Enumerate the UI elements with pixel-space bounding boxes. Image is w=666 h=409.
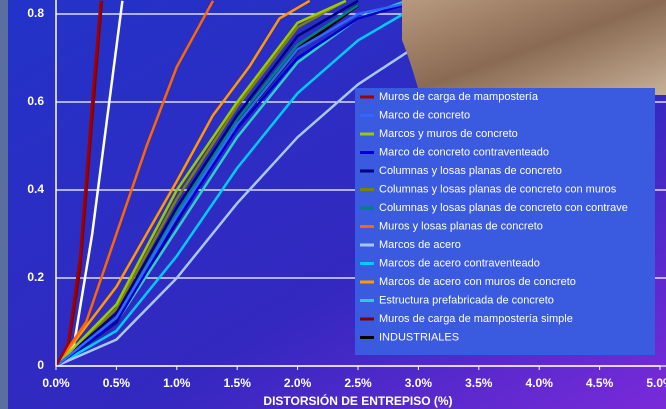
series-line	[55, 0, 311, 367]
x-axis-label: DISTORSIÓN DE ENTREPISO (%)	[263, 393, 452, 408]
legend-label: Marcos de acero contraventeado	[379, 257, 540, 269]
series-line	[55, 0, 347, 367]
plot	[54, 0, 480, 368]
y-tick-label: 0.4	[27, 182, 44, 196]
legend-label: Columnas y losas planas de concreto con …	[379, 183, 617, 195]
x-tick-label: 3.5%	[465, 376, 493, 390]
legend-box	[355, 88, 655, 355]
x-tick-label: 0.0%	[42, 376, 70, 390]
series-line	[54, 0, 215, 367]
legend-label: Muros y losas planas de concreto	[379, 220, 543, 232]
series-line	[55, 0, 419, 367]
x-tick-label: 2.5%	[344, 376, 372, 390]
series-line	[55, 0, 347, 367]
x-tick-label: 5.0%	[646, 376, 666, 390]
x-tick-label: 3.0%	[405, 376, 433, 390]
side-strip	[0, 0, 8, 409]
series-line	[55, 0, 359, 367]
legend-label: Muros de carga de mampostería simple	[379, 313, 573, 325]
legend: Muros de carga de mampostería Marco de co…	[360, 91, 628, 343]
legend-label: Marcos de acero con muros de concreto	[379, 276, 576, 288]
x-tick-label: 2.0%	[284, 376, 312, 390]
legend-label: Estructura prefabricada de concreto	[379, 294, 554, 306]
legend-label: Marco de concreto contraventeado	[379, 146, 549, 158]
series-line	[55, 4, 420, 368]
y-tick-label: 0.8	[27, 6, 44, 20]
ticks: 0 0.2 0.4 0.6 0.8 0.0% 0.5% 1.0% 1.5% 2.0% 2.5% 3.0…	[27, 6, 666, 390]
legend-label: Marcos de acero	[379, 239, 461, 251]
series-line	[54, 0, 102, 367]
x-tick-label: 1.5%	[224, 376, 252, 390]
x-tick-label: 4.0%	[526, 376, 554, 390]
legend-label: Marcos y muros de concreto	[379, 128, 518, 140]
series-line	[55, 0, 419, 368]
x-tick-label: 4.5%	[586, 376, 614, 390]
legend-label: Muros de carga de mampostería	[379, 91, 539, 103]
x-tick-label: 1.0%	[163, 376, 191, 390]
y-tick-label: 0.6	[27, 94, 44, 108]
photo	[402, 0, 666, 95]
x-tick-label: 0.5%	[103, 376, 131, 390]
legend-label: Columnas y losas planas de concreto	[379, 165, 562, 177]
y-tick-label: 0.2	[27, 270, 44, 284]
legend-label: INDUSTRIALES	[379, 331, 459, 343]
y-tick-label: 0	[37, 358, 44, 372]
legend-label: Marco de concreto	[379, 109, 470, 121]
legend-label: Columnas y losas planas de concreto con …	[379, 202, 628, 214]
